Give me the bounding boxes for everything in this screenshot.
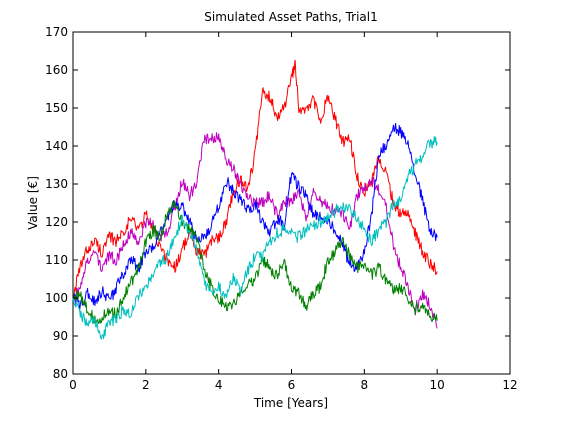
y-axis-ticks: 80 90 100 110 120 130 140 150 160 170 [45,25,510,381]
y-tick-label: 90 [53,329,68,343]
series-line-1 [72,59,438,301]
x-axis-label: Time [Years] [253,396,328,410]
chart-title: Simulated Asset Paths, Trial1 [204,10,377,24]
y-axis-label: Value [€] [26,176,40,230]
plot-area [72,31,511,375]
x-tick-label: 2 [142,378,150,392]
series-layer [72,59,438,340]
x-tick-label: 4 [215,378,223,392]
x-tick-label: 6 [288,378,296,392]
y-tick-label: 150 [45,101,68,115]
series-line-3 [72,122,438,311]
y-tick-label: 80 [53,367,68,381]
series-line-4 [72,200,438,324]
y-tick-label: 100 [45,291,68,305]
x-tick-label: 12 [502,378,517,392]
x-tick-label: 8 [361,378,369,392]
series-line-2 [72,132,438,329]
x-axis-ticks: 0 2 4 6 8 10 12 [69,32,518,392]
y-tick-label: 170 [45,25,68,39]
y-tick-label: 140 [45,139,68,153]
y-tick-label: 130 [45,177,68,191]
y-tick-label: 160 [45,63,68,77]
y-tick-label: 120 [45,215,68,229]
series-line-5 [72,135,438,340]
x-tick-label: 0 [69,378,77,392]
y-tick-label: 110 [45,253,68,267]
x-tick-label: 10 [430,378,445,392]
